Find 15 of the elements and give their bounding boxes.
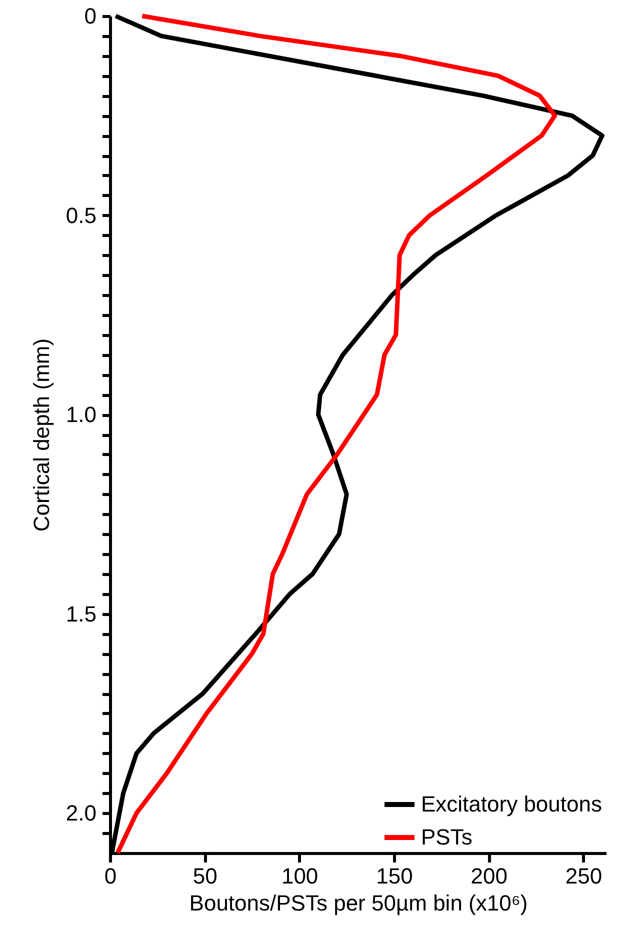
x-tick-label: 250: [565, 864, 602, 888]
y-tick-label: 1.0: [66, 402, 96, 428]
y-axis-title: Cortical depth (mm): [28, 338, 54, 532]
x-tick-label: 150: [376, 864, 413, 888]
y-tick-label: 2.0: [66, 800, 96, 826]
y-tick-label: 1.5: [66, 601, 96, 626]
x-tick-label: 100: [281, 864, 318, 888]
legend-label: PSTs: [421, 824, 472, 850]
x-tick-label: 50: [192, 864, 218, 888]
y-tick-label: 0: [84, 4, 96, 28]
x-axis-title: Boutons/PSTs per 50µm bin (x10⁶): [189, 890, 528, 916]
y-tick-label: 0.5: [66, 202, 96, 228]
x-tick-label: 0: [104, 864, 117, 888]
x-tick-label: 200: [470, 864, 508, 888]
legend-label: Excitatory boutons: [421, 792, 602, 816]
